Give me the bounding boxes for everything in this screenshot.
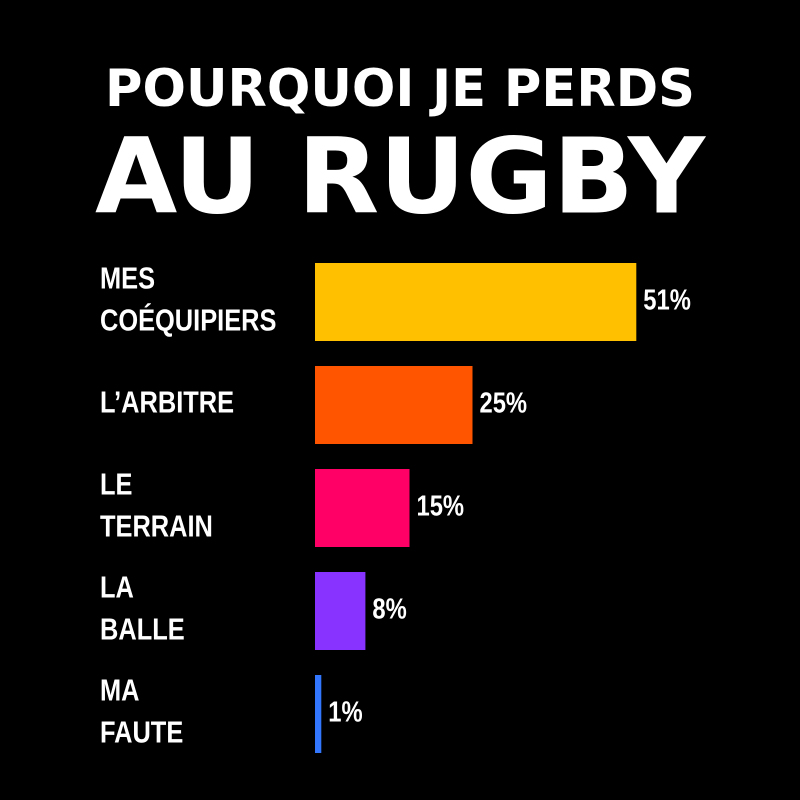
bar xyxy=(315,366,473,444)
category-line: TERRAIN xyxy=(100,510,213,545)
value-label: 51% xyxy=(643,283,691,316)
bar xyxy=(315,469,410,547)
value-label: 15% xyxy=(417,489,465,522)
category-label: L’ARBITRE xyxy=(100,386,234,421)
category-line: COÉQUIPIERS xyxy=(100,304,276,339)
category-label: MES COÉQUIPIERS xyxy=(100,262,276,339)
category-line: L’ARBITRE xyxy=(100,386,234,421)
category-line: MA xyxy=(100,674,140,709)
category-line: MES xyxy=(100,262,155,297)
category-line: FAUTE xyxy=(100,716,183,751)
value-label: 8% xyxy=(372,592,406,625)
category-label: LE TERRAIN xyxy=(100,468,213,545)
value-label: 1% xyxy=(328,695,362,728)
bar xyxy=(315,572,366,650)
bar xyxy=(315,675,322,753)
category-label: MA FAUTE xyxy=(100,674,183,751)
category-label: LA BALLE xyxy=(100,571,185,648)
value-label: 25% xyxy=(480,386,528,419)
bar xyxy=(315,263,637,341)
category-line: BALLE xyxy=(100,613,185,648)
chart-subtitle: AU RUGBY xyxy=(95,115,707,237)
category-line: LA xyxy=(100,571,134,606)
chart-title: POURQUOI JE PERDS xyxy=(105,59,695,119)
category-line: LE xyxy=(100,468,132,503)
